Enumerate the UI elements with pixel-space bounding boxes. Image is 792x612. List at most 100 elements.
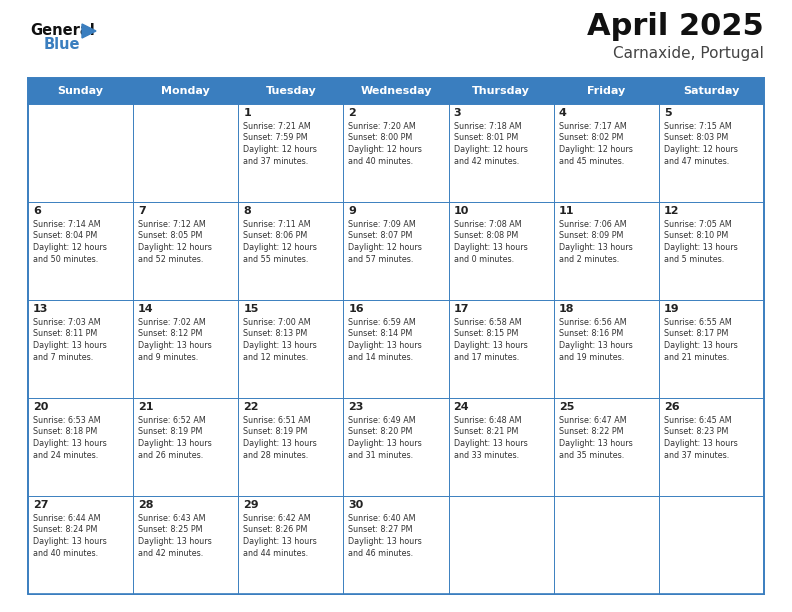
Text: Sunrise: 6:49 AM: Sunrise: 6:49 AM xyxy=(348,416,416,425)
Text: Sunset: 8:04 PM: Sunset: 8:04 PM xyxy=(33,231,97,241)
Text: Sunrise: 7:08 AM: Sunrise: 7:08 AM xyxy=(454,220,521,229)
Text: Sunrise: 6:58 AM: Sunrise: 6:58 AM xyxy=(454,318,521,327)
Text: and 19 minutes.: and 19 minutes. xyxy=(558,353,624,362)
Text: Daylight: 13 hours: Daylight: 13 hours xyxy=(558,243,633,252)
Text: Daylight: 13 hours: Daylight: 13 hours xyxy=(454,243,527,252)
Text: Monday: Monday xyxy=(162,86,210,96)
Text: Sunrise: 6:42 AM: Sunrise: 6:42 AM xyxy=(243,514,311,523)
Text: 8: 8 xyxy=(243,206,251,216)
Text: and 45 minutes.: and 45 minutes. xyxy=(558,157,624,165)
Text: Daylight: 13 hours: Daylight: 13 hours xyxy=(138,537,212,546)
Text: Sunset: 8:15 PM: Sunset: 8:15 PM xyxy=(454,329,518,338)
Bar xyxy=(133,496,238,594)
Bar xyxy=(28,78,133,104)
Bar xyxy=(448,398,554,496)
Text: Daylight: 13 hours: Daylight: 13 hours xyxy=(664,341,737,350)
Text: 9: 9 xyxy=(348,206,356,216)
Text: 12: 12 xyxy=(664,206,680,216)
Text: Daylight: 13 hours: Daylight: 13 hours xyxy=(348,537,422,546)
Text: 5: 5 xyxy=(664,108,672,118)
Text: Sunrise: 7:20 AM: Sunrise: 7:20 AM xyxy=(348,122,416,131)
Bar xyxy=(344,300,448,398)
Text: Sunset: 8:23 PM: Sunset: 8:23 PM xyxy=(664,428,728,436)
Text: Sunset: 8:05 PM: Sunset: 8:05 PM xyxy=(138,231,203,241)
Text: Sunset: 8:18 PM: Sunset: 8:18 PM xyxy=(33,428,97,436)
Bar xyxy=(448,496,554,594)
Text: Sunrise: 6:44 AM: Sunrise: 6:44 AM xyxy=(33,514,101,523)
Text: 6: 6 xyxy=(33,206,41,216)
Text: Sunset: 8:26 PM: Sunset: 8:26 PM xyxy=(243,526,307,534)
Text: and 17 minutes.: and 17 minutes. xyxy=(454,353,519,362)
Text: and 42 minutes.: and 42 minutes. xyxy=(454,157,519,165)
Bar xyxy=(448,78,554,104)
Text: Daylight: 13 hours: Daylight: 13 hours xyxy=(33,439,107,448)
Text: Daylight: 13 hours: Daylight: 13 hours xyxy=(348,341,422,350)
Text: Sunrise: 7:17 AM: Sunrise: 7:17 AM xyxy=(558,122,626,131)
Text: and 46 minutes.: and 46 minutes. xyxy=(348,548,413,558)
Text: Daylight: 12 hours: Daylight: 12 hours xyxy=(454,145,527,154)
Text: Friday: Friday xyxy=(587,86,626,96)
Text: Sunrise: 6:45 AM: Sunrise: 6:45 AM xyxy=(664,416,732,425)
Text: Blue: Blue xyxy=(44,37,81,52)
Text: Sunrise: 6:55 AM: Sunrise: 6:55 AM xyxy=(664,318,732,327)
Bar xyxy=(554,300,659,398)
Text: Wednesday: Wednesday xyxy=(360,86,432,96)
Text: Saturday: Saturday xyxy=(683,86,740,96)
Text: Daylight: 13 hours: Daylight: 13 hours xyxy=(348,439,422,448)
Text: Sunset: 8:06 PM: Sunset: 8:06 PM xyxy=(243,231,307,241)
Text: Sunrise: 6:48 AM: Sunrise: 6:48 AM xyxy=(454,416,521,425)
Bar xyxy=(238,202,344,300)
Text: Daylight: 12 hours: Daylight: 12 hours xyxy=(348,145,422,154)
Text: Daylight: 13 hours: Daylight: 13 hours xyxy=(243,439,317,448)
Text: Sunrise: 6:52 AM: Sunrise: 6:52 AM xyxy=(138,416,206,425)
Text: Sunrise: 7:02 AM: Sunrise: 7:02 AM xyxy=(138,318,206,327)
Bar xyxy=(659,398,764,496)
Text: Sunrise: 7:05 AM: Sunrise: 7:05 AM xyxy=(664,220,732,229)
Text: Sunrise: 7:18 AM: Sunrise: 7:18 AM xyxy=(454,122,521,131)
Text: Sunrise: 7:12 AM: Sunrise: 7:12 AM xyxy=(138,220,206,229)
Text: 4: 4 xyxy=(558,108,566,118)
Text: Tuesday: Tuesday xyxy=(265,86,316,96)
Text: and 44 minutes.: and 44 minutes. xyxy=(243,548,308,558)
Text: Sunset: 8:14 PM: Sunset: 8:14 PM xyxy=(348,329,413,338)
Text: Daylight: 13 hours: Daylight: 13 hours xyxy=(243,537,317,546)
Text: and 26 minutes.: and 26 minutes. xyxy=(138,450,204,460)
Text: Sunday: Sunday xyxy=(58,86,104,96)
Text: and 7 minutes.: and 7 minutes. xyxy=(33,353,93,362)
Text: and 24 minutes.: and 24 minutes. xyxy=(33,450,98,460)
Bar xyxy=(344,104,448,202)
Text: and 28 minutes.: and 28 minutes. xyxy=(243,450,309,460)
Text: Sunrise: 7:11 AM: Sunrise: 7:11 AM xyxy=(243,220,311,229)
Text: Sunset: 8:17 PM: Sunset: 8:17 PM xyxy=(664,329,728,338)
Text: Sunrise: 7:14 AM: Sunrise: 7:14 AM xyxy=(33,220,101,229)
Bar xyxy=(238,398,344,496)
Text: Sunrise: 6:43 AM: Sunrise: 6:43 AM xyxy=(138,514,206,523)
Text: Daylight: 13 hours: Daylight: 13 hours xyxy=(664,439,737,448)
Text: Daylight: 13 hours: Daylight: 13 hours xyxy=(138,439,212,448)
Text: and 52 minutes.: and 52 minutes. xyxy=(138,255,204,264)
Text: Sunrise: 6:59 AM: Sunrise: 6:59 AM xyxy=(348,318,416,327)
Bar xyxy=(28,202,133,300)
Text: and 9 minutes.: and 9 minutes. xyxy=(138,353,198,362)
Text: and 14 minutes.: and 14 minutes. xyxy=(348,353,413,362)
Text: Sunset: 8:07 PM: Sunset: 8:07 PM xyxy=(348,231,413,241)
Text: Sunrise: 6:51 AM: Sunrise: 6:51 AM xyxy=(243,416,311,425)
Text: Sunset: 7:59 PM: Sunset: 7:59 PM xyxy=(243,133,308,143)
Text: Sunset: 8:09 PM: Sunset: 8:09 PM xyxy=(558,231,623,241)
Bar xyxy=(28,300,133,398)
Bar xyxy=(659,300,764,398)
Text: 24: 24 xyxy=(454,402,469,412)
Text: Sunset: 8:08 PM: Sunset: 8:08 PM xyxy=(454,231,518,241)
Polygon shape xyxy=(82,24,96,38)
Text: 16: 16 xyxy=(348,304,364,314)
Bar xyxy=(344,398,448,496)
Bar xyxy=(238,78,344,104)
Bar xyxy=(448,202,554,300)
Text: Sunrise: 6:47 AM: Sunrise: 6:47 AM xyxy=(558,416,626,425)
Text: 21: 21 xyxy=(138,402,154,412)
Text: Sunrise: 6:53 AM: Sunrise: 6:53 AM xyxy=(33,416,101,425)
Text: Sunset: 8:16 PM: Sunset: 8:16 PM xyxy=(558,329,623,338)
Bar xyxy=(344,78,448,104)
Text: Daylight: 13 hours: Daylight: 13 hours xyxy=(558,439,633,448)
Text: Daylight: 12 hours: Daylight: 12 hours xyxy=(243,145,317,154)
